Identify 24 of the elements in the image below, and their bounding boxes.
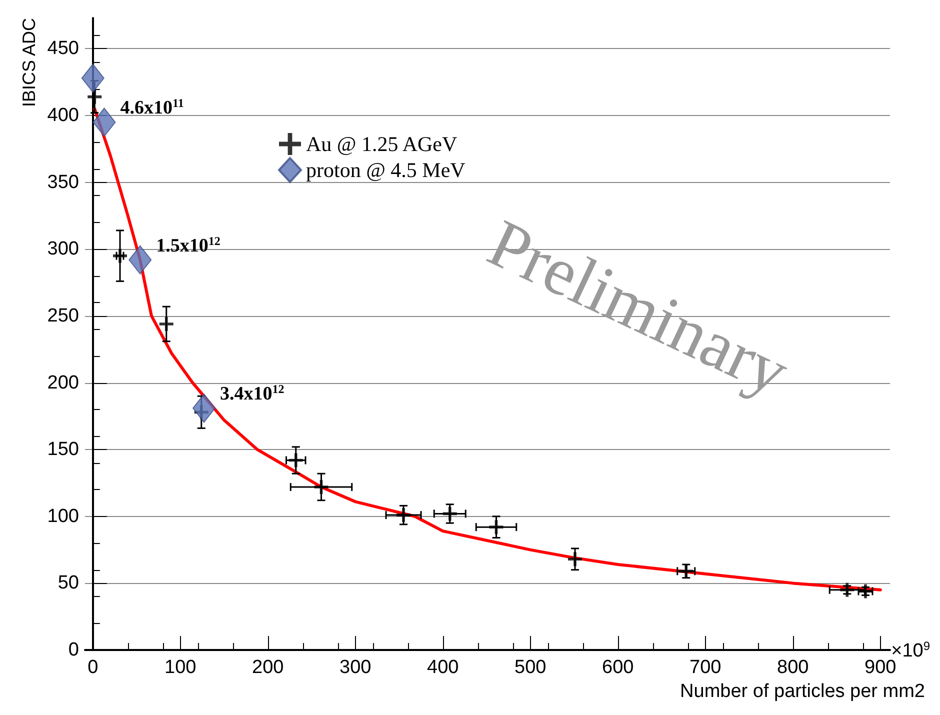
y-tick-label: 100 bbox=[47, 506, 79, 527]
y-tick-label: 0 bbox=[68, 640, 79, 660]
y-tick-label: 250 bbox=[47, 305, 79, 326]
x-tick-label: 400 bbox=[427, 657, 459, 678]
y-axis-title: IBICS ADC bbox=[19, 18, 39, 108]
y-tick-label: 300 bbox=[47, 238, 79, 260]
legend-label: proton @ 4.5 MeV bbox=[306, 158, 466, 182]
y-tick-label: 350 bbox=[47, 172, 79, 193]
x-tick-label: 200 bbox=[252, 657, 284, 678]
x-tick-label: 700 bbox=[690, 657, 722, 678]
x-tick-label: 500 bbox=[514, 657, 546, 678]
x-tick-label: 600 bbox=[602, 657, 634, 678]
legend-label: Au @ 1.25 AGeV bbox=[306, 132, 458, 156]
y-tick-label: 200 bbox=[47, 372, 79, 394]
x-tick-label: 0 bbox=[88, 657, 98, 678]
x-tick-label: 800 bbox=[777, 657, 809, 678]
x-tick-label: 900 bbox=[864, 657, 896, 678]
y-tick-label: 50 bbox=[58, 572, 79, 594]
y-tick-label: 150 bbox=[47, 439, 79, 460]
y-tick-label: 450 bbox=[47, 38, 79, 60]
y-tick-label: 400 bbox=[47, 105, 79, 126]
x-axis-title: Number of particles per mm2 bbox=[680, 681, 925, 702]
x-tick-label: 100 bbox=[164, 657, 196, 678]
x-tick-label: 300 bbox=[340, 657, 372, 678]
